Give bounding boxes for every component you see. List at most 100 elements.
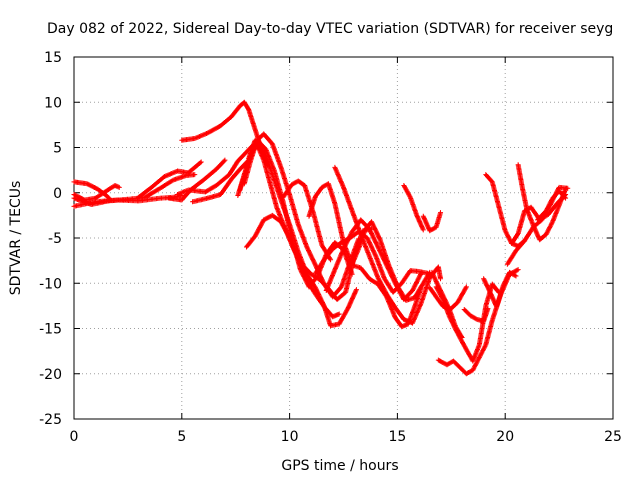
data-point [260, 219, 266, 225]
y-tick-label: -15 [39, 322, 62, 338]
data-point [412, 282, 418, 288]
data-point [257, 223, 263, 229]
data-point [370, 234, 376, 240]
data-point [369, 230, 375, 236]
data-point [381, 287, 387, 293]
data-point [365, 236, 371, 242]
data-point [371, 250, 377, 256]
data-point [279, 221, 285, 227]
series-arc-15 [280, 178, 334, 263]
tick-marks [73, 56, 614, 420]
series-arc-22 [420, 210, 444, 234]
data-point [366, 240, 372, 246]
data-point [458, 336, 464, 342]
data-point [420, 226, 426, 232]
data-point [373, 228, 379, 234]
data-point [370, 246, 376, 252]
data-point [448, 316, 454, 322]
data-point [374, 243, 380, 249]
y-tick-label: -25 [39, 412, 62, 428]
data-point [372, 252, 378, 258]
data-point [416, 275, 422, 281]
data-point [379, 252, 385, 258]
data-series [71, 99, 571, 377]
data-point [317, 271, 323, 277]
x-axis-title: GPS time / hours [281, 458, 398, 474]
data-point [438, 276, 444, 282]
data-point [503, 277, 509, 283]
data-point [374, 242, 380, 248]
data-point [285, 232, 291, 238]
data-point [328, 257, 334, 263]
data-point [484, 284, 490, 290]
data-point [455, 331, 461, 337]
data-point [379, 253, 385, 259]
data-point [306, 249, 312, 255]
data-point [281, 225, 287, 231]
data-point [380, 285, 386, 291]
data-point [459, 338, 465, 344]
data-point [378, 280, 384, 286]
data-point [449, 318, 455, 324]
y-tick-label: 15 [44, 50, 62, 66]
series-arc-06 [166, 157, 228, 203]
data-point [381, 286, 387, 292]
data-point [430, 272, 436, 278]
data-point [382, 288, 388, 294]
data-point [501, 282, 507, 288]
data-point [346, 302, 352, 308]
data-point [253, 231, 259, 237]
data-point [255, 228, 261, 234]
data-point [502, 278, 508, 284]
x-tick-label: 0 [70, 429, 79, 445]
y-tick-label: -20 [39, 367, 62, 383]
data-point [284, 231, 290, 237]
data-point [305, 246, 311, 252]
y-tick-label: 5 [53, 141, 62, 157]
data-point [438, 210, 444, 216]
data-point [341, 245, 347, 251]
data-point [345, 304, 351, 310]
data-point [563, 195, 569, 201]
data-point [458, 337, 464, 343]
data-point [447, 314, 453, 320]
data-point [256, 227, 262, 233]
data-point [374, 231, 380, 237]
y-tick-label: 10 [44, 95, 62, 111]
data-point [376, 235, 382, 241]
data-point [457, 334, 463, 340]
data-point [352, 290, 358, 296]
data-point [369, 219, 375, 225]
data-point [221, 158, 227, 164]
data-point [371, 249, 377, 255]
data-point [304, 245, 310, 251]
data-point [453, 327, 459, 333]
data-point [348, 298, 354, 304]
data-point [308, 253, 314, 259]
data-point [376, 276, 382, 282]
data-point [414, 279, 420, 285]
series-arc-19 [332, 164, 444, 326]
data-point [370, 221, 376, 227]
data-point [371, 224, 377, 230]
data-point [429, 271, 435, 277]
tick-labels: 0 5 10 15 20 25 -25 -20 -15 -10 -5 0 5 10 15 [39, 50, 622, 445]
data-point [455, 332, 461, 338]
data-point [376, 233, 382, 239]
data-point [308, 252, 314, 258]
data-point [116, 184, 122, 190]
series-arc-33 [535, 188, 569, 223]
x-tick-label: 25 [604, 429, 622, 445]
data-point [371, 236, 377, 242]
data-point [452, 325, 458, 331]
data-point [370, 233, 376, 239]
data-point [463, 284, 469, 290]
data-point [253, 232, 259, 238]
data-point [415, 276, 421, 282]
data-point [342, 242, 348, 248]
data-point [482, 343, 488, 349]
data-point [312, 262, 318, 268]
data-point [420, 227, 426, 233]
data-point [281, 224, 287, 230]
data-point [310, 258, 316, 264]
